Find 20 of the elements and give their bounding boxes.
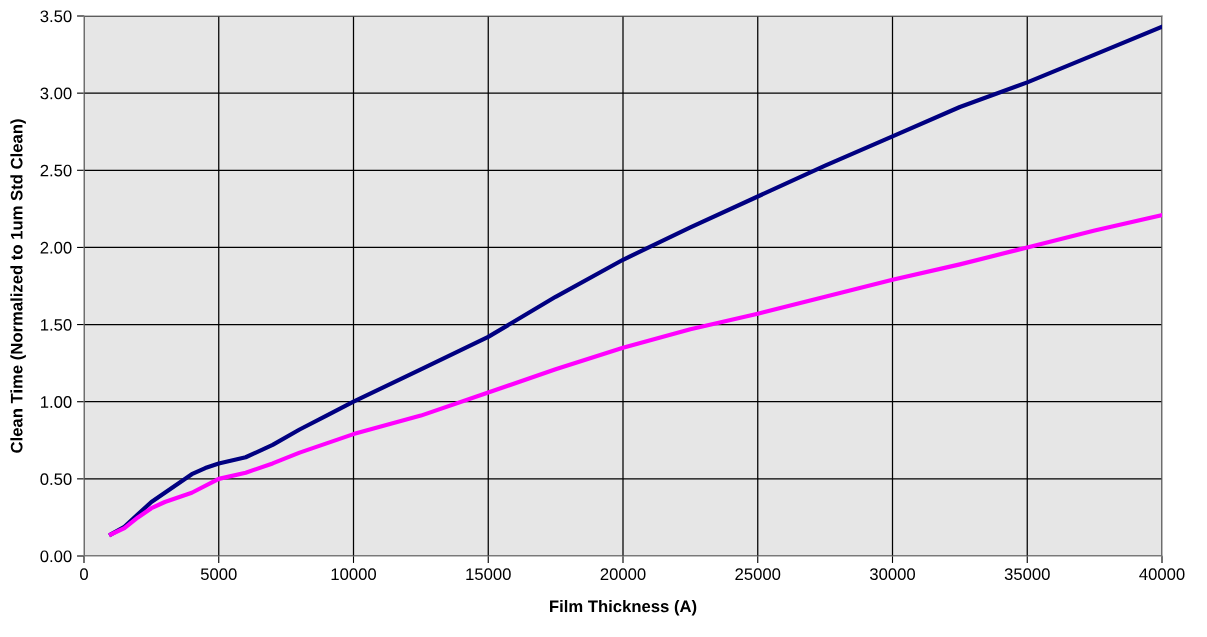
x-tick-label: 5000 [200,568,237,581]
y-tick-label: 3.00 [40,87,72,100]
y-tick-label: 0.00 [40,550,72,563]
x-axis-title: Film Thickness (A) [550,600,697,616]
x-tick-label: 30000 [869,568,916,581]
x-tick-label: 35000 [1004,568,1050,581]
y-tick-label: 2.00 [40,241,72,254]
x-tick-label: 0 [80,568,88,581]
y-tick-label: 2.50 [40,164,72,177]
y-axis-title: Clean Time (Normalized to 1um Std Clean) [10,119,26,453]
x-tick-label: 20000 [600,568,646,581]
x-tick-label: 10000 [331,568,377,581]
y-tick-label: 1.00 [41,396,72,408]
line-series [108,212,1162,537]
x-tick-label: 25000 [735,568,781,581]
y-tick-label: 3.50 [40,10,72,23]
y-tick-label: 0.50 [40,473,72,486]
x-tick-label: 40000 [1139,568,1185,581]
y-tick-label: 1.50 [41,318,72,331]
x-tick-label: 15000 [466,568,511,581]
